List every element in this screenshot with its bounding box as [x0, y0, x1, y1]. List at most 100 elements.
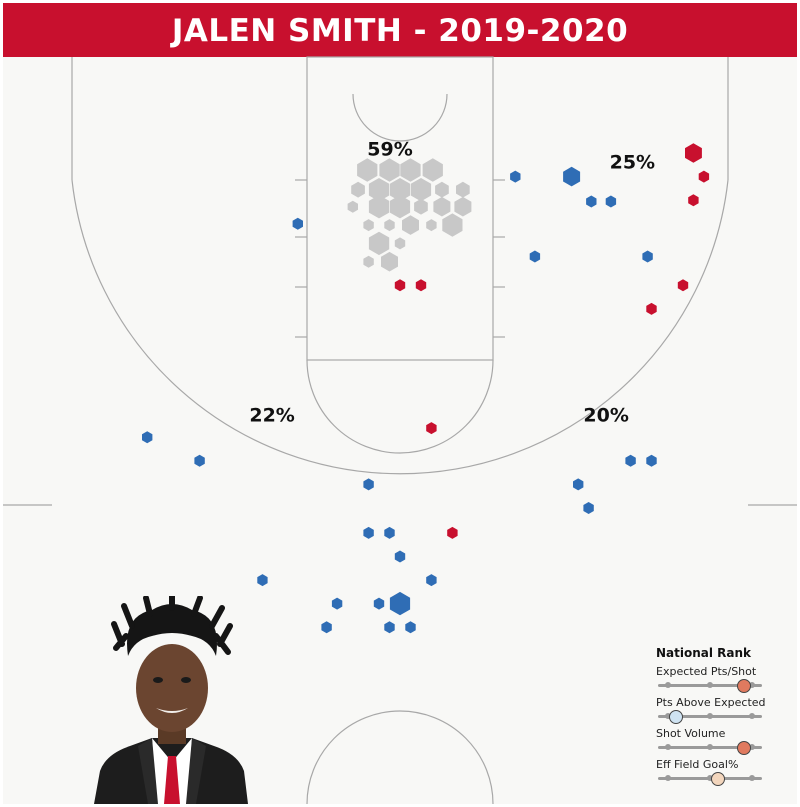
rank-slider-track: [658, 710, 762, 724]
shot-hexbin: [447, 526, 458, 539]
rank-tick: [707, 775, 713, 781]
lapel-right: [186, 738, 206, 804]
shot-hexbin: [605, 195, 617, 208]
rank-tick: [748, 775, 755, 781]
metric-label: Shot Volume: [656, 727, 726, 740]
free-throw-circle: [306, 359, 494, 454]
zone-percentage-label: 59%: [367, 139, 412, 161]
shot-hexbin: [194, 454, 205, 467]
shot-hexbin: [394, 550, 406, 563]
shot-hexbin: [426, 422, 437, 435]
zone-percentage-label: 22%: [249, 405, 294, 427]
rank-tick: [748, 713, 755, 719]
shot-hexbin: [331, 597, 343, 610]
shot-hexbin: [642, 250, 653, 263]
national-rank-legend: National Rank Expected Pts/Shot Pts Abov…: [656, 646, 774, 789]
rank-tick: [665, 682, 672, 688]
title-banner: JALEN SMITH - 2019-2020: [3, 3, 797, 57]
rank-tick: [748, 744, 755, 750]
shot-hexbin: [379, 158, 400, 182]
player-headshot-icon: [94, 596, 248, 804]
rank-slider-track: [658, 679, 762, 693]
shot-hexbin: [698, 170, 710, 183]
shot-hexbin: [389, 195, 411, 219]
shot-hexbin: [415, 279, 427, 292]
metric-label: Expected Pts/Shot: [656, 665, 757, 678]
rank-slider-track: [658, 741, 762, 755]
shot-hexbin: [373, 597, 385, 610]
shot-hexbin: [363, 526, 374, 539]
shot-hexbin: [257, 574, 268, 587]
shot-hexbin: [583, 502, 594, 514]
court-bottom-edge: [3, 804, 797, 807]
metric-pts-above-expected: Pts Above Expected: [656, 696, 774, 727]
shot-hexbin: [414, 198, 428, 215]
rank-tick: [665, 775, 672, 781]
shot-hexbin: [363, 219, 374, 232]
hair: [127, 604, 217, 656]
shot-hexbin: [402, 215, 419, 235]
rank-marker: [711, 772, 726, 786]
paint-lane: [306, 56, 494, 361]
shot-hexbin: [363, 255, 374, 268]
shot-hexbin: [435, 181, 449, 198]
shot-hexbin: [529, 250, 541, 263]
smile: [156, 708, 188, 713]
metric-shot-volume: Shot Volume: [656, 727, 774, 758]
shot-hexbins: [142, 143, 710, 634]
shot-hexbin: [347, 200, 358, 213]
shot-hexbin: [384, 526, 395, 539]
shot-hexbin: [405, 621, 416, 634]
shot-hexbin: [394, 279, 406, 292]
rank-tick: [748, 682, 755, 688]
eye-right: [181, 677, 191, 683]
lapel-left: [138, 738, 158, 804]
rank-tick: [707, 713, 713, 719]
restricted-area: [352, 93, 448, 142]
face: [136, 644, 208, 732]
shot-hexbin: [563, 166, 581, 187]
shot-hexbin: [384, 219, 395, 232]
rank-tick: [707, 682, 713, 688]
shot-hexbin: [426, 219, 437, 232]
shot-hexbin: [685, 143, 702, 163]
shot-hexbin: [586, 195, 597, 208]
shot-hexbin: [688, 194, 699, 207]
red-tie: [164, 756, 180, 804]
shot-hexbin: [433, 196, 451, 217]
shot-hexbin: [400, 158, 421, 182]
shot-hexbin: [368, 231, 390, 256]
shot-hexbin: [142, 431, 153, 444]
metric-label: Pts Above Expected: [656, 696, 766, 709]
metric-eff-field-goal: Eff Field Goal%: [656, 758, 774, 789]
shot-hexbin: [442, 213, 463, 237]
shot-hexbin: [422, 158, 443, 182]
rank-slider-track: [658, 772, 762, 786]
zone-percentage-label: 20%: [583, 405, 628, 427]
eye-left: [153, 677, 163, 683]
metric-label: Eff Field Goal%: [656, 758, 739, 771]
shot-hexbin: [646, 454, 657, 467]
shot-hexbin: [351, 181, 365, 198]
zone-percentage-label: 25%: [610, 152, 655, 174]
shot-hexbin: [384, 621, 395, 634]
court-lines: [3, 56, 797, 805]
shot-hexbin: [368, 195, 390, 219]
shot-hexbin: [363, 478, 374, 491]
shot-hexbin: [646, 302, 657, 315]
legend-title: National Rank: [656, 646, 752, 660]
zone-percentages: 59% 25% 22% 20%: [249, 139, 655, 427]
shot-hexbin: [394, 237, 406, 250]
rank-tick: [707, 744, 713, 750]
shot-hexbin: [357, 158, 378, 182]
shot-hexbin: [410, 178, 432, 202]
shot-hexbin: [381, 251, 398, 272]
shot-hexbin: [454, 196, 472, 217]
shot-hexbin: [677, 279, 689, 292]
shot-hexbin: [625, 454, 636, 467]
rank-tick: [665, 744, 672, 750]
dreadlocks: [111, 596, 233, 655]
metric-expected-pts-per-shot: Expected Pts/Shot: [656, 665, 774, 696]
shot-hexbin: [292, 217, 303, 230]
